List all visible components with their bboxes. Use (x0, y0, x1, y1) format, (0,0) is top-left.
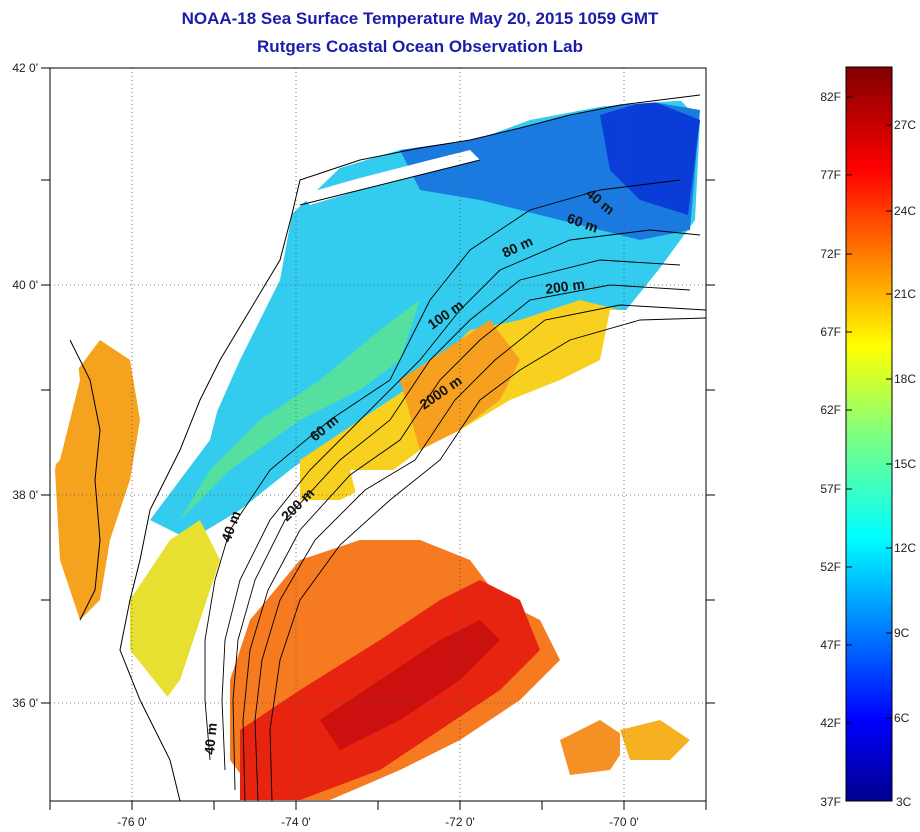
cloud-gap-offshore (580, 310, 706, 470)
colorbar-f-label: 52F (820, 560, 841, 574)
colorbar-f-label: 82F (820, 90, 841, 104)
colorbar-c-label: 27C (894, 118, 916, 132)
map-ticks (41, 67, 715, 810)
sst-inner-shelf-green (180, 300, 420, 520)
coastline-mid-atlantic (119, 213, 293, 801)
map-subtitle: Rutgers Coastal Ocean Observation Lab (257, 37, 583, 56)
colorbar-ticks (846, 96, 892, 724)
colorbar-f-label: 67F (820, 325, 841, 339)
colorbar-c-label: 24C (894, 204, 916, 218)
coastline (69, 94, 701, 801)
lat-label: 36 0' (12, 696, 38, 710)
sst-field (50, 68, 706, 801)
colorbar-c-label: 15C (894, 457, 916, 471)
land-delmarva (140, 330, 220, 520)
map-title: NOAA-18 Sea Surface Temperature May 20, … (181, 9, 659, 28)
land-virginia-carolina (50, 620, 180, 801)
colorbar-f-label: 72F (820, 247, 841, 261)
lat-label: 42 0' (12, 61, 38, 75)
contour-line-80m (232, 259, 681, 791)
colorbar-f-label: 62F (820, 403, 841, 417)
lon-label: -70 0' (609, 815, 639, 829)
land-new-england (300, 68, 700, 170)
colorbar-c-label: 9C (894, 626, 910, 640)
coastline-long-island (299, 159, 481, 206)
sst-coastal-yellow (130, 520, 220, 720)
colorbar-f-label: 77F (820, 168, 841, 182)
contour-line-40m (204, 179, 681, 761)
land-mass-new-jersey-nyc (165, 68, 300, 380)
sst-bay-orange (55, 340, 140, 620)
lat-label: 40 0' (12, 278, 38, 292)
sst-cape-cod-dark-blue (600, 100, 700, 215)
colorbar-c-label: 6C (894, 711, 910, 725)
contour-label-200m: 200 m (544, 276, 586, 297)
contour-line-200m (254, 304, 706, 801)
contour-line-100m (242, 284, 691, 801)
land-chesapeake-west (50, 300, 80, 470)
colorbar-c-label: 3C (896, 795, 912, 809)
colorbar-f-label: 37F (820, 795, 841, 809)
colorbar-f-label: 47F (820, 638, 841, 652)
sst-gulfstream-core (320, 620, 500, 750)
colorbar-c-label: 21C (894, 287, 916, 301)
lon-label: -72 0' (445, 815, 475, 829)
contour-line-2000m (269, 317, 706, 801)
sst-warm-blob (620, 720, 690, 760)
lon-label: -76 0' (117, 815, 147, 829)
colorbar-f-label: 42F (820, 716, 841, 730)
lon-label: -74 0' (281, 815, 311, 829)
contour-line-60m (221, 229, 701, 771)
land-long-island (300, 150, 480, 205)
colorbar-f-label: 57F (820, 482, 841, 496)
sst-small-patch (560, 720, 630, 775)
colorbar-c-label: 12C (894, 541, 916, 555)
colorbar (845, 66, 893, 802)
coastline-chesapeake (69, 339, 101, 621)
colorbar-c-label: 18C (894, 372, 916, 386)
lat-label: 38 0' (12, 488, 38, 502)
cloud-gap-east (620, 240, 706, 320)
graticule (50, 68, 706, 801)
bathymetry-contours (204, 179, 706, 801)
coastline-northeast (291, 94, 701, 215)
cloud-gap-atlantic (350, 460, 706, 801)
contour-label-40m: 40 m (201, 722, 220, 755)
